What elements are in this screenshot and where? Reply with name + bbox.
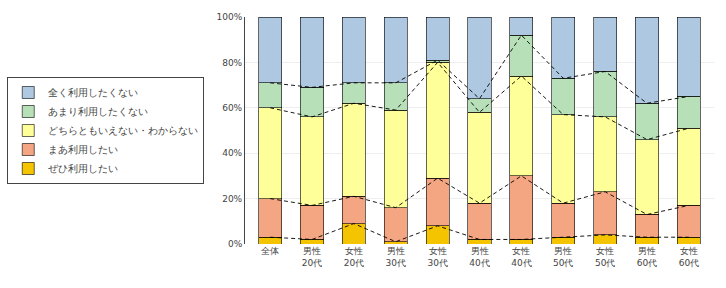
svg-text:40%: 40%: [222, 148, 242, 158]
svg-text:男性40代: 男性40代: [469, 246, 489, 268]
svg-text:女性50代: 女性50代: [595, 246, 615, 268]
svg-text:全く利用したくない: 全く利用したくない: [48, 87, 138, 98]
svg-text:100%: 100%: [216, 12, 242, 22]
svg-text:女性30代: 女性30代: [427, 246, 447, 268]
svg-text:女性40代: 女性40代: [511, 246, 531, 268]
svg-text:ぜひ利用したい: ぜひ利用したい: [48, 163, 118, 174]
svg-text:男性50代: 男性50代: [553, 246, 573, 268]
svg-text:女性20代: 女性20代: [344, 246, 364, 268]
svg-text:男性60代: 男性60代: [637, 246, 657, 268]
svg-text:60%: 60%: [222, 103, 242, 113]
svg-text:まあ利用したい: まあ利用したい: [48, 144, 118, 155]
svg-text:全体: 全体: [261, 246, 279, 256]
svg-text:男性20代: 男性20代: [302, 246, 322, 268]
svg-text:0%: 0%: [228, 239, 243, 249]
svg-text:80%: 80%: [222, 58, 242, 68]
svg-text:どちらともいえない・わからない: どちらともいえない・わからない: [48, 125, 198, 136]
svg-text:男性30代: 男性30代: [386, 246, 406, 268]
svg-text:20%: 20%: [222, 194, 242, 204]
svg-text:あまり利用したくない: あまり利用したくない: [48, 106, 148, 117]
svg-text:女性60代: 女性60代: [679, 246, 699, 268]
